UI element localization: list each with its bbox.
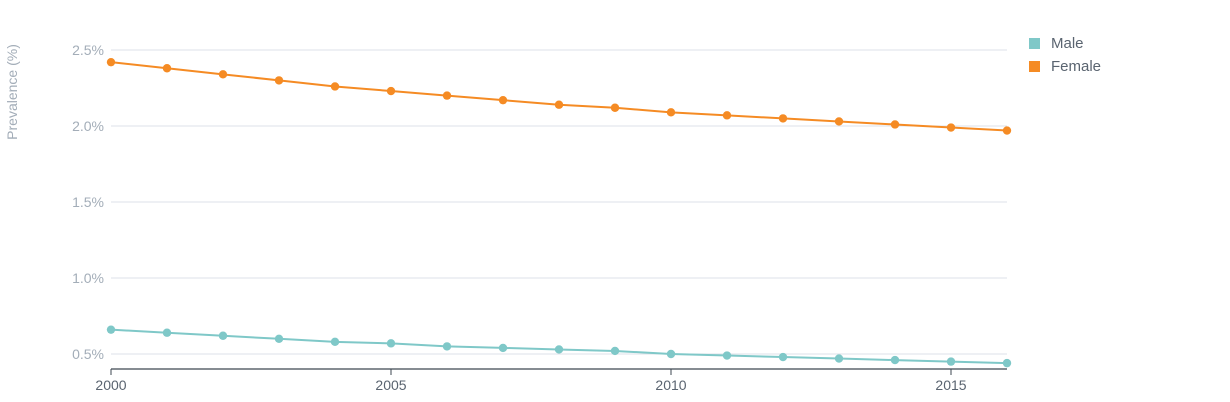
- data-point[interactable]: [834, 354, 844, 363]
- legend-item-male[interactable]: Male: [1029, 35, 1084, 52]
- y-axis-ticks: 0.5% 1.0% 1.5% 2.0% 2.5%: [72, 42, 104, 362]
- data-point[interactable]: [890, 120, 900, 129]
- data-point[interactable]: [106, 325, 116, 334]
- data-point[interactable]: [1002, 126, 1012, 135]
- data-point[interactable]: [778, 114, 788, 123]
- data-point[interactable]: [218, 331, 228, 340]
- y-tick-label: 1.0%: [72, 270, 104, 286]
- legend[interactable]: Male Female: [1029, 35, 1101, 75]
- x-tick-label: 2015: [935, 377, 966, 393]
- data-point[interactable]: [442, 342, 452, 351]
- data-point[interactable]: [890, 355, 900, 365]
- y-tick-label: 0.5%: [72, 346, 104, 362]
- y-tick-label: 1.5%: [72, 194, 104, 210]
- series-line: [110, 61, 1008, 132]
- data-point[interactable]: [330, 82, 340, 91]
- data-point[interactable]: [274, 76, 284, 85]
- data-point[interactable]: [274, 334, 284, 343]
- data-point[interactable]: [610, 103, 620, 112]
- data-point[interactable]: [386, 86, 396, 96]
- data-point[interactable]: [498, 95, 508, 105]
- data-point[interactable]: [666, 108, 676, 117]
- y-tick-label: 2.5%: [72, 42, 104, 58]
- data-point[interactable]: [218, 70, 228, 79]
- x-tick-label: 2000: [95, 377, 126, 393]
- data-point[interactable]: [778, 352, 788, 362]
- series-layer: [106, 57, 1012, 368]
- legend-item-female[interactable]: Female: [1029, 58, 1101, 75]
- data-point[interactable]: [946, 357, 956, 366]
- y-tick-label: 2.0%: [72, 118, 104, 134]
- data-point[interactable]: [610, 346, 620, 356]
- data-point[interactable]: [442, 91, 452, 100]
- data-point[interactable]: [666, 349, 676, 359]
- y-axis-label: Prevalence (%): [4, 44, 20, 140]
- legend-swatch: [1029, 61, 1040, 72]
- series-female[interactable]: [106, 57, 1012, 135]
- series-male[interactable]: [106, 325, 1012, 368]
- data-point[interactable]: [162, 64, 172, 73]
- data-point[interactable]: [386, 339, 396, 348]
- data-point[interactable]: [722, 111, 732, 120]
- legend-label: Male: [1051, 35, 1084, 52]
- data-point[interactable]: [106, 57, 116, 67]
- data-point[interactable]: [722, 351, 732, 360]
- data-point[interactable]: [554, 100, 564, 109]
- data-point[interactable]: [834, 117, 844, 126]
- x-tick-label: 2010: [655, 377, 686, 393]
- data-point[interactable]: [1002, 358, 1012, 368]
- data-point[interactable]: [498, 343, 508, 353]
- gridlines: [111, 49, 1007, 355]
- data-point[interactable]: [162, 328, 172, 337]
- legend-swatch: [1029, 38, 1040, 49]
- data-point[interactable]: [554, 345, 564, 354]
- x-axis: 2000 2005 2010 2015: [95, 368, 1007, 393]
- legend-label: Female: [1051, 58, 1101, 75]
- data-point[interactable]: [330, 337, 340, 347]
- data-point[interactable]: [946, 123, 956, 132]
- x-tick-label: 2005: [375, 377, 406, 393]
